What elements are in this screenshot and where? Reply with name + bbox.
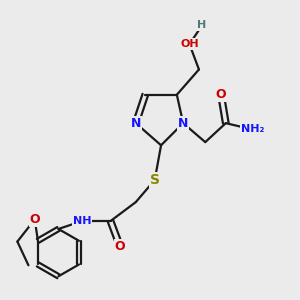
Text: N: N (178, 117, 188, 130)
Text: N: N (130, 117, 141, 130)
Text: O: O (115, 240, 125, 253)
Text: OH: OH (180, 39, 199, 49)
Text: NH₂: NH₂ (241, 124, 264, 134)
Text: S: S (150, 173, 160, 187)
Text: O: O (216, 88, 226, 101)
Text: NH: NH (73, 216, 92, 226)
Text: O: O (29, 213, 40, 226)
Text: H: H (197, 20, 207, 30)
